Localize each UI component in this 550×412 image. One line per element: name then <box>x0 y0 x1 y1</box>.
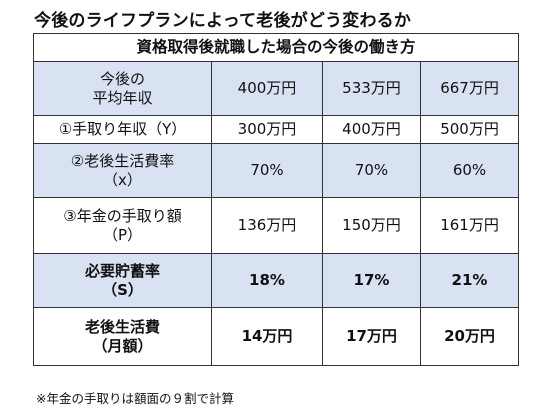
cell-net-income-1: 300万円 <box>211 115 323 144</box>
table-row-monthly-living-cost: 老後生活費 （月額） 14万円 17万円 20万円 <box>33 307 520 366</box>
cell-average-income-3: 667万円 <box>419 61 520 116</box>
table-row-living-cost-rate: ②老後生活費率 （x） 70% 70% 60% <box>33 143 520 198</box>
cell-average-income-2: 533万円 <box>322 61 421 116</box>
table-row-pension-net: ③年金の手取り額 （P） 136万円 150万円 161万円 <box>33 197 520 254</box>
row-label-average-income: 今後の 平均年収 <box>33 61 212 116</box>
row-label-living-cost-rate: ②老後生活費率 （x） <box>33 143 212 198</box>
table-caption-row: 資格取得後就職した場合の今後の働き方 <box>32 33 520 62</box>
cell-living-cost-rate-1: 70% <box>211 143 323 198</box>
cell-monthly-living-cost-3: 20万円 <box>419 307 520 366</box>
table-row-average-income: 今後の 平均年収 400万円 533万円 667万円 <box>33 61 520 116</box>
cell-average-income-1: 400万円 <box>211 61 323 116</box>
row-label-net-income: ①手取り年収（Y） <box>33 115 212 144</box>
row-label-required-saving-rate: 必要貯蓄率 （S） <box>33 253 212 308</box>
footnote: ※年金の手取りは額面の９割で計算 <box>36 391 234 406</box>
row-label-pension-net: ③年金の手取り額 （P） <box>33 197 212 254</box>
cell-pension-net-3: 161万円 <box>419 197 520 254</box>
cell-net-income-2: 400万円 <box>322 115 421 144</box>
cell-pension-net-2: 150万円 <box>322 197 421 254</box>
cell-monthly-living-cost-1: 14万円 <box>211 307 323 366</box>
row-label-monthly-living-cost: 老後生活費 （月額） <box>33 307 212 366</box>
table-row-required-saving-rate: 必要貯蓄率 （S） 18% 17% 21% <box>33 253 520 308</box>
cell-living-cost-rate-2: 70% <box>322 143 421 198</box>
cell-pension-net-1: 136万円 <box>211 197 323 254</box>
page-title: 今後のライフプランによって老後がどう変わるか <box>34 11 412 31</box>
life-plan-table: 資格取得後就職した場合の今後の働き方 今後の 平均年収 400万円 533万円 … <box>32 33 520 366</box>
table-caption: 資格取得後就職した場合の今後の働き方 <box>32 33 520 62</box>
cell-monthly-living-cost-2: 17万円 <box>322 307 421 366</box>
cell-net-income-3: 500万円 <box>419 115 520 144</box>
table-row-net-income: ①手取り年収（Y） 300万円 400万円 500万円 <box>33 115 520 144</box>
cell-required-saving-rate-1: 18% <box>211 253 323 308</box>
cell-required-saving-rate-2: 17% <box>322 253 421 308</box>
cell-living-cost-rate-3: 60% <box>419 143 520 198</box>
cell-required-saving-rate-3: 21% <box>419 253 520 308</box>
